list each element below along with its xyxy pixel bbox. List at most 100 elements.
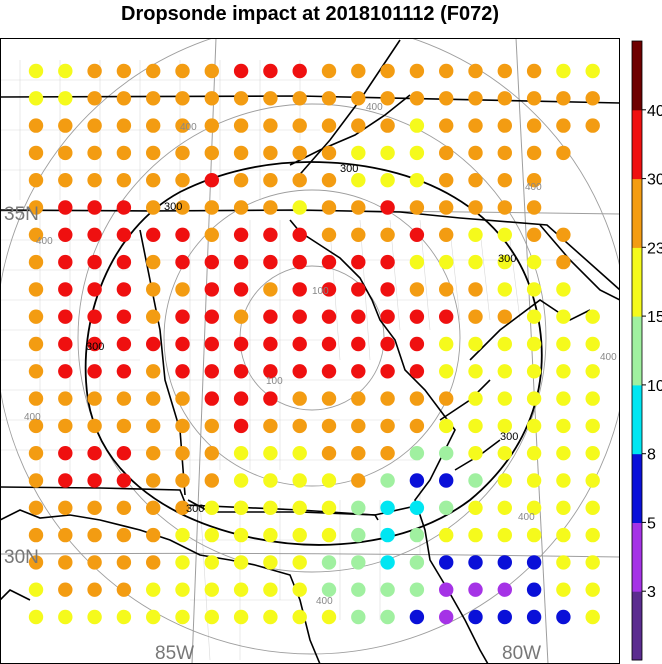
impact-dot xyxy=(526,336,542,352)
impact-dot xyxy=(409,609,425,625)
impact-dot xyxy=(380,418,395,434)
impact-dot xyxy=(321,391,337,406)
contour-300 xyxy=(84,161,543,546)
ring-label-400-west: 400 xyxy=(36,236,53,247)
impact-dot xyxy=(321,500,337,515)
impact-dot xyxy=(146,173,161,188)
impact-dot xyxy=(556,364,571,379)
impact-dot xyxy=(380,145,395,161)
impact-dot xyxy=(263,391,278,406)
impact-dot xyxy=(175,254,190,270)
colorbar-segment xyxy=(632,453,642,523)
impact-dot xyxy=(233,200,249,215)
impact-dot xyxy=(526,391,542,406)
impact-dot xyxy=(468,418,483,434)
impact-dot xyxy=(204,91,219,106)
impact-dot xyxy=(439,391,454,406)
colorbar-label: 23 xyxy=(647,240,662,257)
impact-dot xyxy=(58,282,73,297)
impact-dot xyxy=(409,227,425,242)
impact-dot xyxy=(497,227,512,242)
impact-dot xyxy=(204,364,219,379)
impact-dot xyxy=(116,582,132,597)
impact-dot xyxy=(497,391,512,406)
impact-dot xyxy=(175,282,190,297)
impact-dot xyxy=(175,309,190,324)
impact-dot xyxy=(585,91,600,106)
impact-dot xyxy=(116,118,132,133)
impact-dot xyxy=(585,391,600,406)
impact-dot xyxy=(351,418,366,434)
impact-dot xyxy=(28,582,44,597)
impact-dot xyxy=(351,364,366,379)
impact-dot xyxy=(233,145,249,161)
impact-dot xyxy=(292,309,307,324)
impact-dot xyxy=(409,391,425,406)
impact-dot xyxy=(28,309,44,324)
impact-dot xyxy=(263,227,278,242)
impact-dot xyxy=(497,173,512,188)
impact-dot xyxy=(585,364,600,379)
impact-dot xyxy=(146,336,161,352)
impact-dot xyxy=(233,173,249,188)
impact-dot xyxy=(146,527,161,543)
impact-dot xyxy=(321,364,337,379)
impact-dot xyxy=(585,336,600,352)
impact-dot xyxy=(58,418,73,434)
impact-dot xyxy=(585,309,600,324)
impact-dot xyxy=(497,609,512,625)
impact-dot xyxy=(87,145,102,161)
contour-label-300-east: 300 xyxy=(498,253,516,265)
contour-label-300-southeast: 300 xyxy=(500,431,518,443)
impact-dot xyxy=(263,364,278,379)
impact-dot xyxy=(263,282,278,297)
impact-dot xyxy=(556,418,571,434)
impact-dot xyxy=(409,582,425,597)
impact-dot xyxy=(468,500,483,515)
impact-dot xyxy=(87,500,102,515)
impact-dot xyxy=(585,609,600,625)
impact-dot xyxy=(556,118,571,133)
impact-dot xyxy=(380,446,395,461)
impact-dot xyxy=(28,282,44,297)
impact-dot xyxy=(58,227,73,242)
impact-dot xyxy=(292,364,307,379)
impact-dot xyxy=(380,473,395,488)
impact-dot xyxy=(351,473,366,488)
impact-dot xyxy=(116,309,132,324)
impact-dot xyxy=(380,555,395,570)
impact-dot xyxy=(526,91,542,106)
impact-dot xyxy=(351,336,366,352)
impact-dot xyxy=(233,336,249,352)
impact-dot xyxy=(351,527,366,543)
impact-dot xyxy=(439,173,454,188)
impact-dot xyxy=(116,145,132,161)
impact-dot xyxy=(321,336,337,352)
impact-dot xyxy=(58,391,73,406)
colorbar-segment xyxy=(632,591,642,661)
impact-dot xyxy=(526,63,542,79)
impact-dot xyxy=(146,391,161,406)
impact-dot xyxy=(439,336,454,352)
lat-label-30n: 30N xyxy=(4,547,39,568)
impact-dot xyxy=(175,500,190,515)
impact-dot xyxy=(380,173,395,188)
impact-dot xyxy=(439,446,454,461)
impact-dot xyxy=(556,446,571,461)
impact-dot xyxy=(468,527,483,543)
impact-dot xyxy=(175,364,190,379)
impact-dot xyxy=(439,473,454,488)
impact-dot xyxy=(321,254,337,270)
impact-dot xyxy=(263,336,278,352)
impact-dot xyxy=(380,91,395,106)
impact-dot xyxy=(556,282,571,297)
impact-dot xyxy=(439,118,454,133)
impact-dot xyxy=(263,91,278,106)
impact-dot xyxy=(351,173,366,188)
impact-dot xyxy=(468,282,483,297)
impact-dot xyxy=(409,473,425,488)
impact-dot xyxy=(233,527,249,543)
impact-dot xyxy=(58,473,73,488)
impact-dot xyxy=(585,63,600,79)
impact-dot xyxy=(526,254,542,270)
